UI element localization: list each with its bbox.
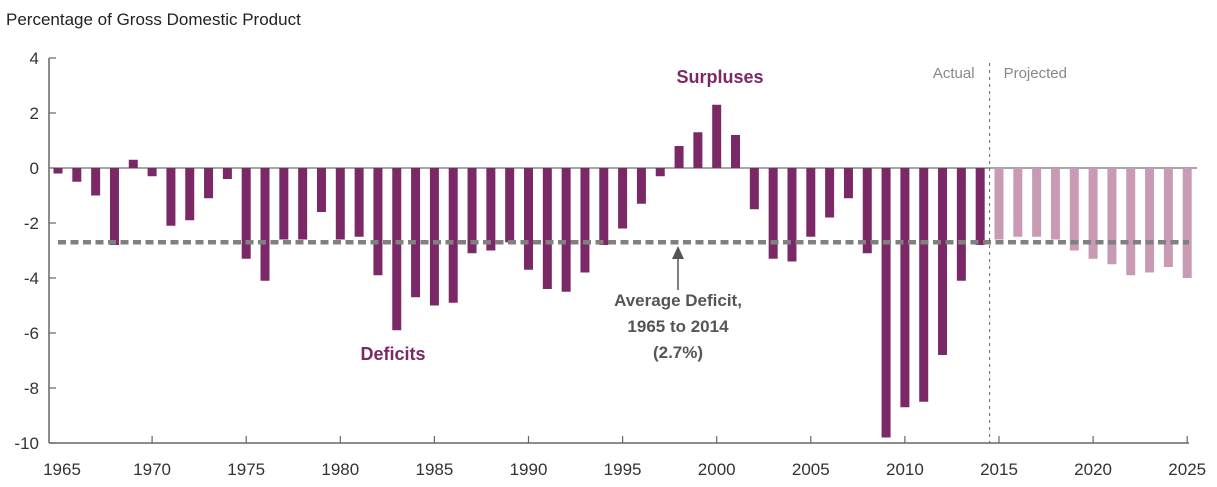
- actual-bar-1972: [185, 168, 195, 221]
- actual-bar-1996: [636, 168, 646, 204]
- actual-bar-1968: [109, 168, 119, 245]
- projected-bar-2015: [994, 168, 1004, 240]
- actual-bar-1993: [580, 168, 590, 273]
- y-tick-label: 0: [30, 159, 39, 178]
- bars: [53, 104, 1192, 438]
- actual-bar-1990: [524, 168, 533, 270]
- y-tick-label: -6: [24, 324, 39, 343]
- actual-bar-2010: [900, 168, 910, 408]
- actual-bar-1992: [561, 168, 571, 292]
- actual-bar-1985: [429, 168, 439, 306]
- actual-projected-divider: Actual Projected: [933, 63, 1067, 443]
- actual-bar-1991: [542, 168, 552, 289]
- x-tick-label: 1965: [43, 460, 81, 479]
- actual-bar-1974: [222, 168, 232, 179]
- actual-bar-2006: [825, 168, 835, 218]
- surpluses-label: Surpluses: [676, 67, 763, 87]
- x-tick-label: 1980: [321, 460, 359, 479]
- actual-bar-1971: [166, 168, 176, 226]
- x-tick-label: 2015: [980, 460, 1018, 479]
- average-deficit-annotation: Average Deficit, 1965 to 2014 (2.7%): [614, 246, 742, 362]
- actual-bar-1994: [599, 168, 609, 245]
- average-deficit-label-line2: 1965 to 2014: [627, 317, 729, 336]
- actual-bar-1966: [72, 168, 82, 182]
- projected-bar-2021: [1107, 168, 1117, 265]
- actual-bar-1973: [204, 168, 214, 199]
- x-tick-label: 2000: [698, 460, 736, 479]
- actual-bar-1981: [354, 168, 364, 237]
- y-tick-label: 4: [30, 49, 39, 68]
- projected-bar-2020: [1088, 168, 1098, 259]
- projected-bar-2016: [1013, 168, 1023, 237]
- projected-bar-2022: [1126, 168, 1136, 276]
- actual-bar-2011: [919, 168, 929, 402]
- y-tick-label: -4: [24, 269, 39, 288]
- actual-bar-1967: [91, 168, 101, 196]
- actual-bar-2003: [768, 168, 778, 259]
- actual-bar-2001: [731, 135, 741, 168]
- actual-bar-1997: [655, 168, 665, 177]
- actual-bar-2012: [938, 168, 948, 355]
- actual-bar-2008: [862, 168, 872, 254]
- actual-bar-1965: [53, 168, 63, 174]
- actual-bar-1983: [392, 168, 402, 331]
- actual-bar-1982: [373, 168, 383, 276]
- x-tick-label: 2025: [1168, 460, 1206, 479]
- actual-bar-1978: [298, 168, 308, 240]
- actual-bar-1986: [448, 168, 458, 303]
- actual-bar-2002: [749, 168, 759, 210]
- actual-bar-2005: [806, 168, 816, 237]
- actual-bar-1976: [260, 168, 270, 281]
- actual-bar-2004: [787, 168, 797, 262]
- actual-bar-1980: [335, 168, 345, 240]
- actual-bar-1988: [486, 168, 496, 251]
- x-tick-label: 1995: [604, 460, 642, 479]
- y-tick-label: -2: [24, 214, 39, 233]
- actual-bar-1984: [411, 168, 421, 298]
- actual-bar-1977: [279, 168, 289, 240]
- arrow-up-icon: [672, 246, 684, 259]
- actual-bar-1989: [505, 168, 515, 243]
- x-tick-label: 2010: [886, 460, 924, 479]
- projected-bar-2017: [1032, 168, 1042, 237]
- actual-bar-2000: [712, 104, 722, 168]
- y-axis: 4 2 0 -2 -4 -6 -8 -10: [14, 49, 1197, 453]
- actual-bar-1995: [618, 168, 628, 229]
- x-tick-label: 1990: [510, 460, 548, 479]
- projected-bar-2019: [1069, 168, 1079, 251]
- actual-bar-1987: [467, 168, 477, 254]
- y-tick-label: 2: [30, 104, 39, 123]
- x-tick-label: 1970: [133, 460, 171, 479]
- projected-bar-2023: [1145, 168, 1155, 273]
- actual-bar-2014: [975, 168, 985, 245]
- projected-bar-2024: [1163, 168, 1173, 267]
- x-axis: 1965 1970 1975 1980 1985 1990 1995 2000 2005 2010…: [43, 436, 1206, 479]
- x-tick-label: 1975: [227, 460, 265, 479]
- y-axis-title: Percentage of Gross Domestic Product: [6, 10, 301, 29]
- actual-bar-1970: [147, 168, 157, 177]
- projected-bar-2025: [1182, 168, 1192, 278]
- y-tick-label: -8: [24, 379, 39, 398]
- actual-bar-2009: [881, 168, 891, 438]
- x-tick-label: 2005: [792, 460, 830, 479]
- x-tick-label: 2020: [1074, 460, 1112, 479]
- actual-bar-1969: [128, 159, 138, 168]
- actual-bar-2007: [843, 168, 853, 199]
- projected-bar-2018: [1050, 168, 1060, 240]
- x-tick-label: 1985: [415, 460, 453, 479]
- projected-label: Projected: [1004, 65, 1067, 82]
- actual-label: Actual: [933, 65, 975, 82]
- y-tick-label: -10: [14, 434, 39, 453]
- actual-bar-1979: [316, 168, 326, 212]
- actual-bar-2013: [956, 168, 966, 281]
- average-deficit-label-line1: Average Deficit,: [614, 291, 742, 310]
- actual-bar-1999: [693, 132, 703, 168]
- average-deficit-label-line3: (2.7%): [653, 343, 703, 362]
- actual-bar-1975: [241, 168, 251, 259]
- actual-bar-1998: [674, 146, 684, 168]
- deficits-label: Deficits: [360, 344, 425, 364]
